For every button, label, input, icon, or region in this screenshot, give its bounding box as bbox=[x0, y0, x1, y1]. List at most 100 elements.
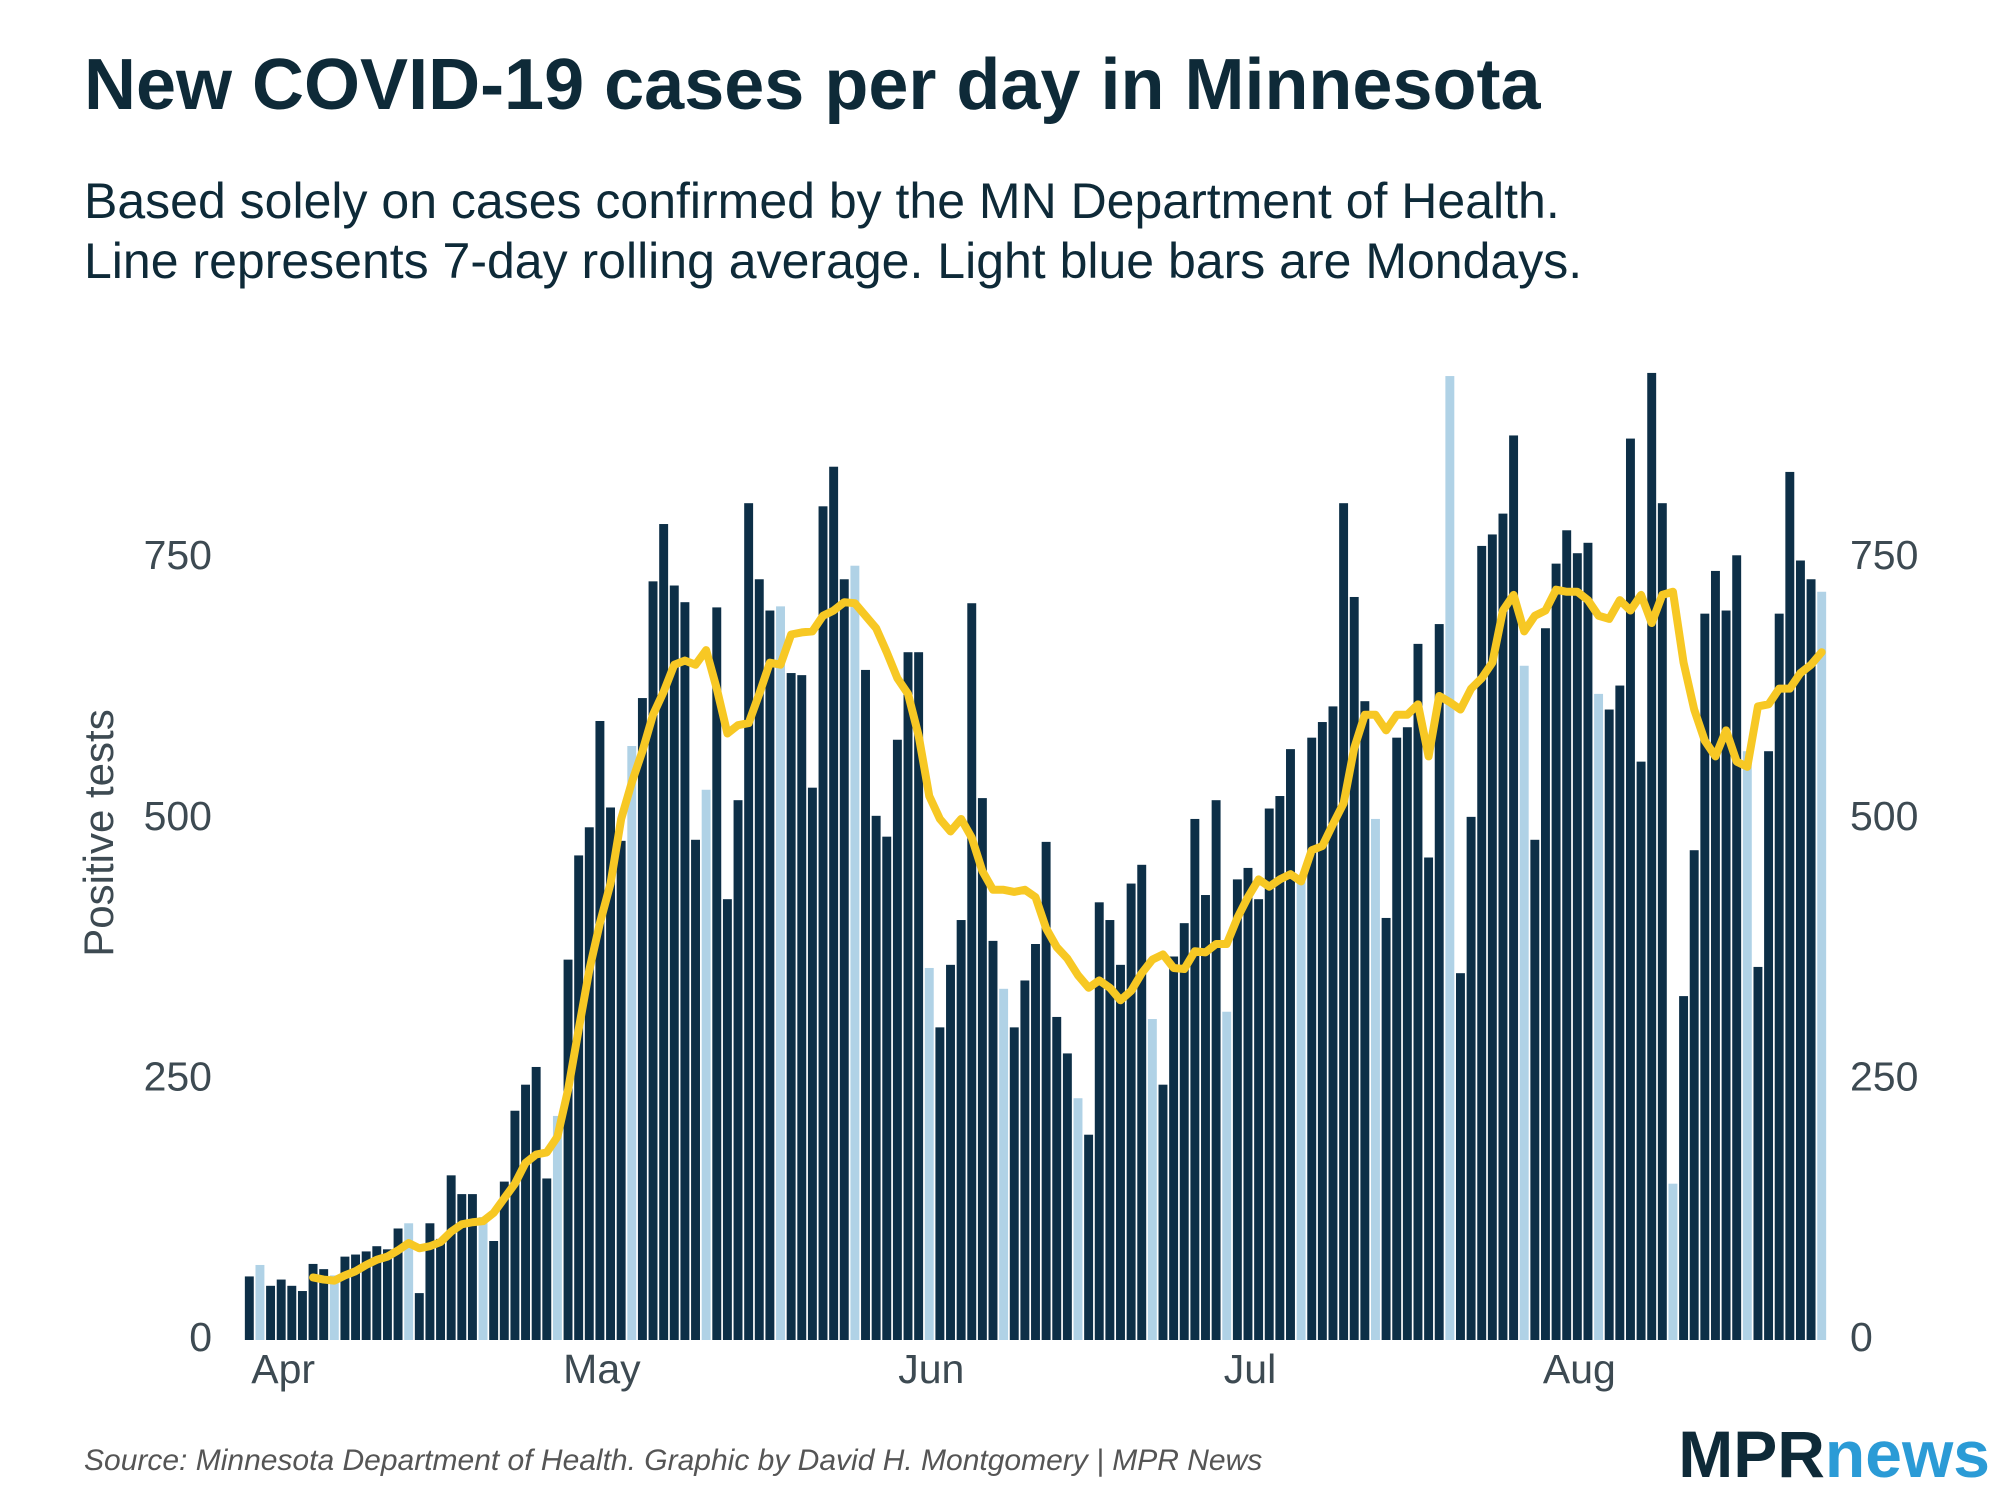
rolling-average-line bbox=[309, 585, 1826, 1285]
bar bbox=[1009, 1027, 1019, 1340]
bar bbox=[1328, 706, 1338, 1340]
bar bbox=[1434, 624, 1444, 1340]
bar bbox=[1360, 701, 1370, 1340]
bar bbox=[1413, 643, 1423, 1340]
logo-right: news bbox=[1825, 1417, 1990, 1491]
bar bbox=[351, 1254, 361, 1340]
bar bbox=[1764, 751, 1774, 1340]
bar bbox=[977, 798, 987, 1340]
bar bbox=[861, 669, 870, 1340]
bar bbox=[1307, 737, 1317, 1340]
bar bbox=[574, 855, 584, 1340]
bar bbox=[340, 1256, 350, 1340]
bar bbox=[999, 988, 1009, 1340]
bar bbox=[1732, 555, 1742, 1340]
bar bbox=[839, 579, 849, 1340]
bar bbox=[1795, 560, 1805, 1340]
logo: MPRnews bbox=[1678, 1417, 1990, 1491]
bar bbox=[393, 1228, 403, 1340]
y2-tick-label: 500 bbox=[1850, 793, 1918, 839]
bar bbox=[776, 606, 785, 1340]
bar bbox=[414, 1293, 424, 1340]
bar bbox=[680, 602, 690, 1340]
bar bbox=[1785, 471, 1795, 1340]
bar bbox=[924, 967, 934, 1340]
bar bbox=[563, 959, 573, 1340]
y-axis-title: Positive tests bbox=[75, 709, 122, 956]
bar bbox=[765, 610, 775, 1340]
bar bbox=[255, 1264, 265, 1340]
y2-tick-label: 750 bbox=[1850, 532, 1918, 578]
bar bbox=[1689, 850, 1699, 1340]
bar bbox=[1530, 839, 1540, 1340]
bar bbox=[531, 1066, 541, 1340]
bar bbox=[1179, 923, 1189, 1340]
bar bbox=[1296, 881, 1306, 1340]
bar bbox=[1349, 596, 1359, 1340]
bar bbox=[882, 836, 892, 1340]
bar bbox=[521, 1084, 531, 1340]
bar bbox=[1371, 818, 1380, 1340]
bar bbox=[1116, 964, 1125, 1340]
bar bbox=[382, 1249, 392, 1340]
bar bbox=[1222, 1011, 1232, 1340]
bar bbox=[244, 1276, 254, 1340]
bar bbox=[425, 1223, 435, 1340]
bar bbox=[1700, 613, 1710, 1340]
bar bbox=[797, 675, 807, 1340]
bar bbox=[1392, 737, 1402, 1340]
x-tick-label: Aug bbox=[1543, 1346, 1616, 1392]
bar bbox=[1137, 864, 1147, 1340]
bar bbox=[659, 524, 669, 1340]
bar bbox=[1477, 545, 1487, 1340]
x-tick-label: Jun bbox=[898, 1346, 964, 1392]
bar bbox=[1243, 867, 1253, 1340]
bar bbox=[1742, 751, 1752, 1340]
bar bbox=[1084, 1134, 1094, 1340]
bar bbox=[914, 652, 924, 1340]
bar bbox=[1381, 917, 1391, 1340]
bar bbox=[1094, 902, 1104, 1340]
x-tick-label: Apr bbox=[251, 1346, 315, 1392]
bar bbox=[266, 1285, 276, 1340]
bar bbox=[1424, 857, 1434, 1340]
bar bbox=[691, 839, 700, 1340]
y2-tick-label: 0 bbox=[1850, 1314, 1873, 1360]
bar bbox=[329, 1275, 339, 1340]
bar bbox=[1551, 563, 1561, 1340]
bar bbox=[616, 840, 626, 1340]
bar bbox=[1275, 796, 1285, 1340]
bar bbox=[1147, 1019, 1157, 1340]
bar bbox=[648, 581, 658, 1340]
bar bbox=[754, 579, 764, 1340]
bar bbox=[1572, 553, 1582, 1340]
bar bbox=[1232, 879, 1242, 1340]
bar bbox=[1721, 610, 1731, 1340]
bar bbox=[1158, 1084, 1168, 1340]
bar bbox=[276, 1279, 286, 1340]
bar bbox=[361, 1251, 371, 1340]
source-note: Source: Minnesota Department of Health. … bbox=[84, 1444, 1262, 1477]
bar bbox=[1710, 570, 1720, 1340]
bar bbox=[584, 827, 594, 1340]
bar bbox=[967, 603, 977, 1340]
bar bbox=[1806, 579, 1816, 1340]
bar bbox=[1105, 920, 1115, 1340]
y-tick-label: 250 bbox=[144, 1053, 212, 1099]
bar bbox=[1817, 591, 1827, 1340]
bar bbox=[606, 807, 615, 1340]
bar bbox=[1594, 693, 1604, 1340]
bar bbox=[1126, 883, 1136, 1340]
bar bbox=[1041, 841, 1051, 1340]
bar bbox=[1402, 727, 1412, 1340]
bar bbox=[552, 1115, 562, 1340]
bar bbox=[1031, 944, 1040, 1340]
bar bbox=[818, 506, 828, 1340]
bar bbox=[436, 1238, 446, 1340]
bar bbox=[786, 673, 796, 1340]
bar bbox=[956, 920, 966, 1340]
bar bbox=[1679, 996, 1689, 1340]
bar bbox=[1317, 722, 1327, 1340]
bar bbox=[1668, 1183, 1678, 1340]
